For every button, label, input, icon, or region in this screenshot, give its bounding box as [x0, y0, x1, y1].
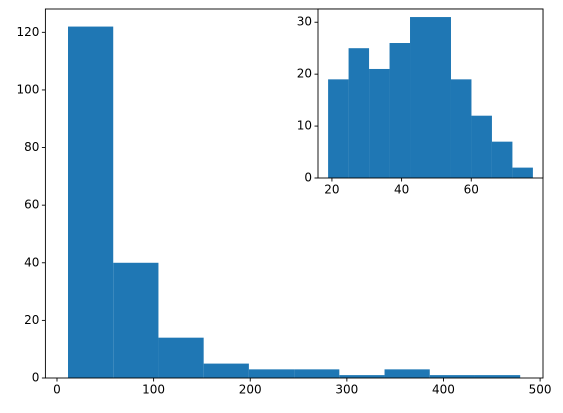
y-tick-label: 60 [24, 198, 39, 212]
bar [471, 115, 492, 178]
axes-frame [317, 8, 544, 179]
axes-frame [44, 8, 544, 379]
y-tick-label: 20 [24, 313, 39, 327]
bar [339, 375, 385, 378]
x-tick-label: 20 [324, 183, 339, 197]
bar [389, 43, 411, 179]
y-tick-label: 0 [32, 371, 40, 385]
bar [158, 337, 204, 378]
bar [430, 17, 451, 178]
bar [429, 375, 475, 378]
y-tick-label: 40 [24, 255, 39, 269]
x-tick-label: 0 [53, 383, 61, 397]
x-tick-label: 40 [394, 183, 409, 197]
bar [369, 68, 390, 178]
bar [491, 141, 513, 178]
x-tick-label: 60 [464, 183, 479, 197]
bar [113, 262, 159, 378]
y-tick-label: 20 [297, 67, 312, 81]
y-tick-label: 30 [297, 15, 312, 29]
bar [450, 79, 472, 178]
bar [512, 167, 533, 178]
x-tick-label: 100 [142, 383, 165, 397]
bar [348, 48, 370, 178]
y-tick-label: 120 [16, 25, 39, 39]
x-tick-label: 500 [529, 383, 552, 397]
bar [384, 369, 430, 378]
y-tick-label: 100 [16, 82, 39, 96]
bar [68, 26, 114, 378]
bar [410, 17, 431, 178]
bar [203, 363, 249, 378]
y-tick-label: 10 [297, 119, 312, 133]
bar [328, 79, 349, 178]
y-tick-label: 80 [24, 140, 39, 154]
x-tick-label: 400 [432, 383, 455, 397]
x-tick-label: 200 [239, 383, 262, 397]
x-tick-label: 300 [335, 383, 358, 397]
bar [474, 375, 521, 378]
bar [294, 369, 340, 378]
bar [248, 369, 295, 378]
y-tick-label: 0 [304, 171, 312, 185]
